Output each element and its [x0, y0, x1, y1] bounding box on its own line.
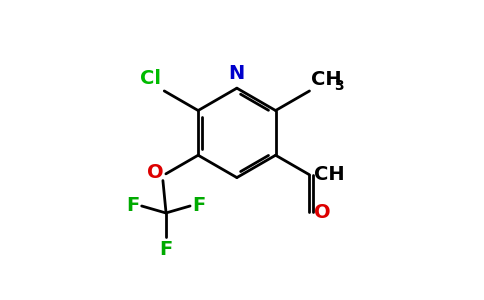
Text: CH: CH: [311, 70, 342, 89]
Text: F: F: [192, 196, 205, 215]
Text: Cl: Cl: [140, 69, 161, 88]
Text: N: N: [229, 64, 245, 83]
Text: F: F: [127, 196, 140, 215]
Text: CH: CH: [314, 165, 345, 184]
Text: O: O: [314, 202, 331, 221]
Text: 3: 3: [333, 79, 343, 93]
Text: F: F: [159, 240, 172, 259]
Text: O: O: [148, 163, 164, 182]
